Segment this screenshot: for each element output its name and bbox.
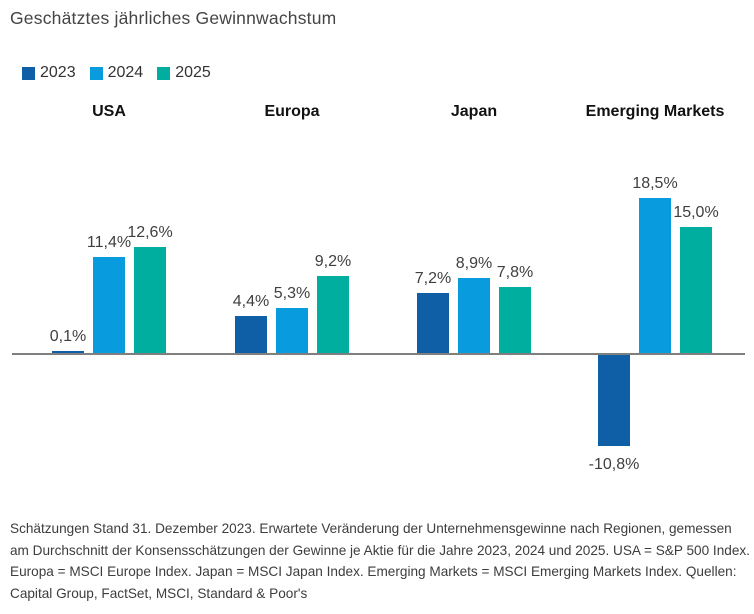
chart-area: USA Europa Japan Emerging Markets 0,1% 4,4% 7,… <box>0 95 754 507</box>
legend-item-2023: 2023 <box>22 64 76 82</box>
bar-2025-europa <box>317 276 349 353</box>
bar-2024-emerging-markets <box>639 198 671 353</box>
value-label-2024-usa: 11,4% <box>86 234 132 251</box>
legend-swatch-2023 <box>22 66 35 80</box>
legend-swatch-2025 <box>157 66 171 80</box>
value-label-2023-emerging-markets: -10,8% <box>588 456 640 473</box>
value-label-2025-emerging-markets: 15,0% <box>673 204 719 221</box>
value-label-2024-europa: 5,3% <box>273 285 311 302</box>
group-label-europa: Europa <box>264 103 320 120</box>
footnote-text: Schätzungen Stand 31. Dezember 2023. Erw… <box>10 521 750 601</box>
bar-2025-usa <box>134 247 166 353</box>
value-label-2023-usa: 0,1% <box>49 328 87 345</box>
bar-2023-japan <box>417 293 449 353</box>
zero-axis-line <box>12 353 745 355</box>
bar-2023-usa <box>52 351 84 353</box>
legend-item-2024: 2024 <box>89 64 144 82</box>
legend-label-2023: 2023 <box>40 64 76 81</box>
bar-2024-usa <box>93 257 125 353</box>
bar-2023-emerging-markets <box>598 355 630 446</box>
value-label-2023-japan: 7,2% <box>414 270 452 287</box>
value-label-2025-europa: 9,2% <box>314 253 352 270</box>
bar-2025-emerging-markets <box>680 227 712 353</box>
legend-label-2024: 2024 <box>107 64 144 81</box>
bar-2024-europa <box>276 308 308 353</box>
bar-2023-europa <box>235 316 267 353</box>
value-label-2024-emerging-markets: 18,5% <box>632 175 678 192</box>
group-label-usa: USA <box>92 103 126 120</box>
group-label-emerging-markets: Emerging Markets <box>585 103 725 120</box>
legend-item-2025: 2025 <box>157 64 211 82</box>
value-label-2025-japan: 7,8% <box>496 264 534 281</box>
bar-2024-japan <box>458 278 490 353</box>
value-label-2023-europa: 4,4% <box>232 293 270 310</box>
legend: 2023 2024 2025 <box>22 64 211 82</box>
value-label-2024-japan: 8,9% <box>455 255 493 272</box>
legend-swatch-2024 <box>89 66 103 80</box>
bar-2025-japan <box>499 287 531 353</box>
legend-label-2025: 2025 <box>175 64 211 81</box>
group-label-japan: Japan <box>450 103 498 120</box>
value-label-2025-usa: 12,6% <box>127 224 173 241</box>
chart-title: Geschätztes jährliches Gewinnwachstum <box>10 8 337 28</box>
